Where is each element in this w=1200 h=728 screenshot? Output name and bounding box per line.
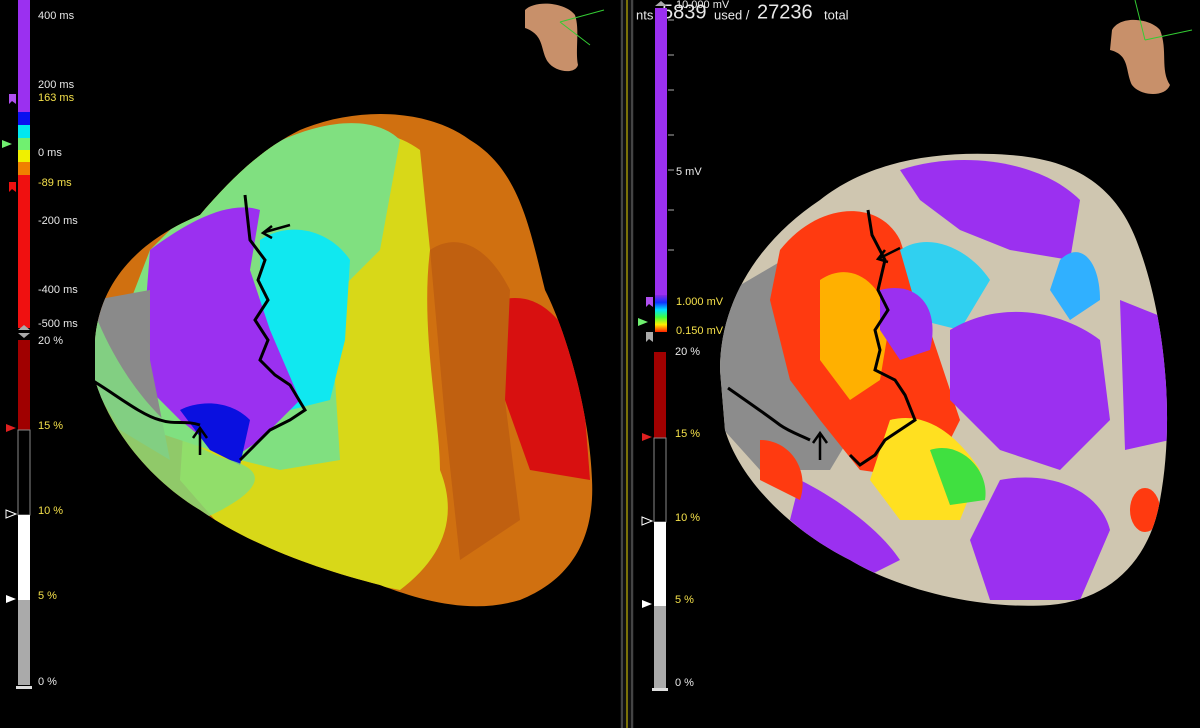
- scale-label: -200 ms: [38, 215, 78, 227]
- scale-label: 163 ms: [38, 92, 75, 104]
- scale-label: 5 %: [675, 594, 694, 606]
- scale-label: 1.000 mV: [676, 296, 724, 308]
- percent-bar: [5, 340, 32, 689]
- scale-label: -400 ms: [38, 284, 78, 296]
- header-label: nts: [636, 7, 654, 22]
- scale-label: 0.150 mV: [676, 325, 724, 337]
- arrow: [875, 246, 901, 264]
- voltage-map: [720, 153, 1168, 606]
- scale-label: 400 ms: [38, 10, 75, 22]
- arrow: [811, 430, 829, 460]
- block-line: [238, 194, 308, 462]
- orientation-thumbnail[interactable]: [525, 3, 605, 72]
- scale-label: 0 ms: [38, 147, 62, 159]
- scale-label: 10 %: [38, 505, 63, 517]
- scale-label: 0 %: [675, 677, 694, 689]
- points-used: 5839: [662, 1, 707, 23]
- scale-label: 10 %: [675, 512, 700, 524]
- scale-label: -500 ms: [38, 318, 78, 330]
- arrow: [191, 425, 209, 455]
- block-line: [727, 386, 811, 442]
- orientation-thumbnail[interactable]: [1110, 0, 1193, 95]
- scale-label: 20 %: [38, 335, 63, 347]
- scale-label: 0 %: [38, 676, 57, 688]
- scale-label: -89 ms: [38, 177, 72, 189]
- scale-label: 15 %: [675, 428, 700, 440]
- scale-label: 200 ms: [38, 79, 75, 91]
- header-label: total: [824, 7, 849, 22]
- scale-label: 5 %: [38, 590, 57, 602]
- voltage-color-bar: [638, 1, 674, 342]
- scale-label: 15 %: [38, 420, 63, 432]
- scale-label: 5 mV: [676, 166, 702, 178]
- points-total: 27236: [757, 1, 813, 23]
- block-line: [848, 209, 917, 467]
- percent-bar: [641, 352, 668, 691]
- scale-label: 20 %: [675, 346, 700, 358]
- header-label: used /: [714, 7, 750, 22]
- activation-color-bar: [2, 0, 30, 338]
- block-line: [87, 376, 201, 427]
- scale-label: 10.000 mV: [676, 0, 730, 11]
- activation-map: [95, 113, 593, 607]
- arrow: [260, 223, 291, 240]
